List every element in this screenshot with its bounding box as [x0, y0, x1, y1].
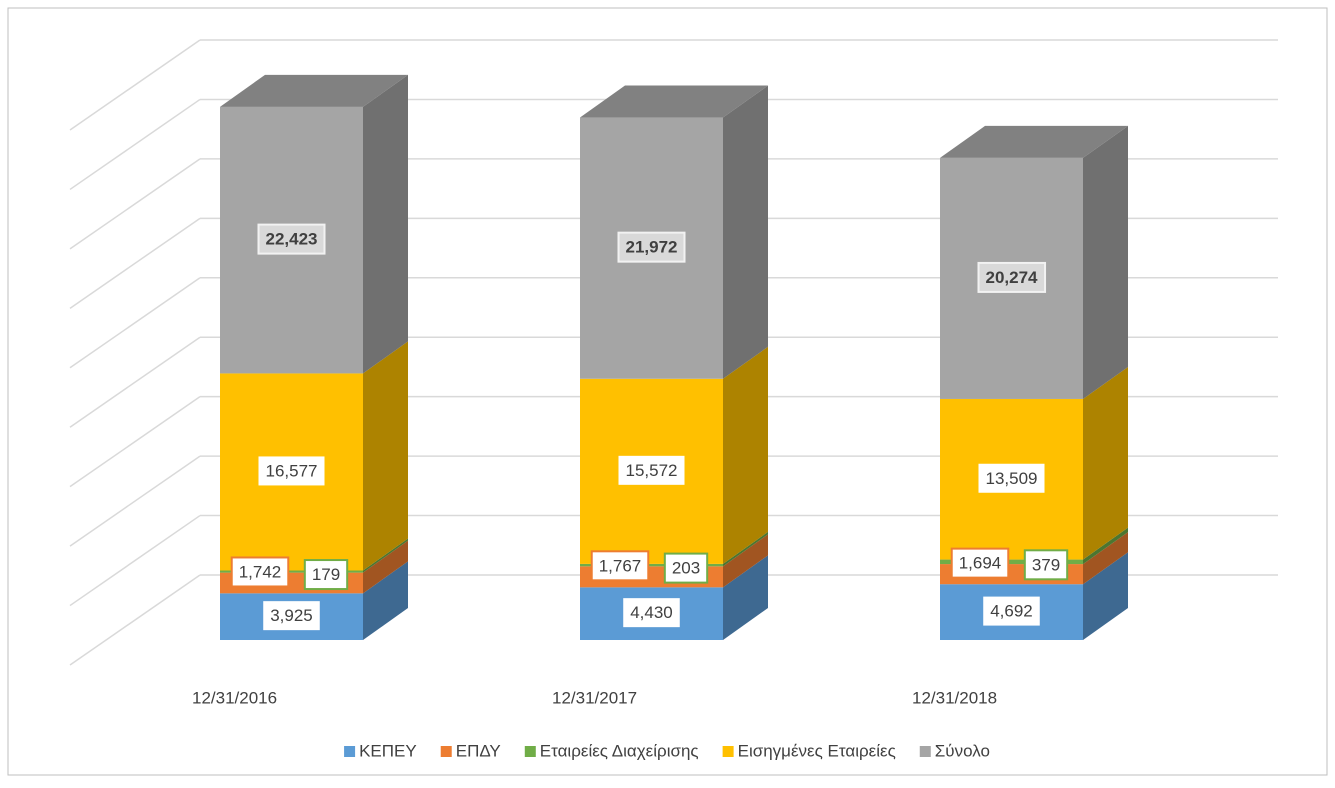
data-label: 15,572 — [626, 461, 678, 480]
grid-line — [69, 158, 201, 250]
data-label: 1,694 — [959, 554, 1002, 573]
bar-side — [363, 341, 408, 571]
data-label: 22,423 — [266, 230, 318, 249]
bar-side — [363, 561, 408, 640]
data-label: 4,430 — [630, 603, 673, 622]
data-label-box — [230, 556, 290, 588]
legend-swatch — [919, 746, 931, 757]
legend-label: Εισηγμένες Εταιρείες — [738, 741, 896, 760]
bar-side — [363, 538, 408, 573]
bar — [220, 570, 363, 573]
data-label: 16,577 — [266, 461, 318, 480]
data-label-box — [663, 552, 709, 584]
data-label-box — [617, 231, 686, 263]
bar-side — [723, 531, 768, 567]
legend-swatch — [722, 746, 734, 757]
data-label-box — [258, 456, 325, 486]
bar-top — [580, 85, 768, 118]
data-label: 3,925 — [270, 606, 313, 625]
legend-swatch — [440, 746, 452, 757]
x-tick-label: 12/31/2016 — [192, 688, 277, 707]
grid-line — [69, 217, 201, 309]
data-label-box — [257, 223, 326, 255]
data-label-box — [950, 547, 1010, 579]
data-label-box — [618, 455, 685, 485]
bar-side — [723, 346, 768, 564]
legend-label: ΚΕΠΕΥ — [359, 741, 417, 760]
grid-line — [69, 336, 201, 428]
data-label-box — [623, 598, 680, 628]
data-label: 21,972 — [626, 238, 678, 257]
bar-side — [363, 74, 408, 374]
x-tick-label: 12/31/2018 — [912, 688, 997, 707]
grid-line — [69, 277, 201, 369]
legend-label: Εταιρείες Διαχείρισης — [540, 741, 699, 760]
legend-label: ΕΠΔΥ — [456, 741, 501, 760]
legend-swatch — [344, 746, 356, 757]
legend-swatch — [524, 746, 536, 757]
grid-line — [69, 455, 201, 547]
grid-line — [69, 574, 201, 666]
grid-line — [69, 39, 201, 131]
bar-side — [1083, 552, 1128, 640]
legend-label: Σύνολο — [935, 741, 990, 760]
data-label: 1,742 — [239, 562, 282, 581]
x-tick-label: 12/31/2017 — [552, 688, 637, 707]
bar-side — [1083, 125, 1128, 399]
bar-side — [363, 540, 408, 594]
data-label-box — [263, 601, 320, 631]
data-label: 179 — [312, 565, 340, 584]
data-label-box — [1023, 549, 1069, 581]
bar-side — [723, 534, 768, 588]
bar — [580, 563, 723, 567]
data-label: 4,692 — [990, 602, 1033, 621]
bar-top — [220, 74, 408, 107]
data-label-box — [978, 463, 1045, 493]
data-label-box — [303, 559, 349, 591]
bar-side — [723, 85, 768, 379]
bar-side — [723, 555, 768, 640]
bar-side — [1083, 532, 1128, 585]
bar-top — [940, 125, 1128, 158]
data-label: 1,767 — [599, 556, 642, 575]
bar-side — [1083, 527, 1128, 565]
data-label: 20,274 — [986, 268, 1039, 287]
data-label-box — [983, 596, 1040, 626]
grid-line — [69, 98, 201, 191]
grid-line — [69, 514, 201, 607]
data-label: 13,509 — [986, 469, 1038, 488]
data-label: 203 — [672, 559, 700, 578]
bar — [940, 559, 1083, 565]
data-label: 379 — [1032, 555, 1060, 574]
legend: ΚΕΠΕΥ ΕΠΔΥ Εταιρείες Διαχείρισης Εισηγμένες… — [344, 741, 990, 760]
bar-side — [1083, 366, 1128, 560]
data-label-box — [977, 261, 1047, 293]
data-label-box — [590, 550, 650, 582]
grid-line — [69, 396, 201, 488]
